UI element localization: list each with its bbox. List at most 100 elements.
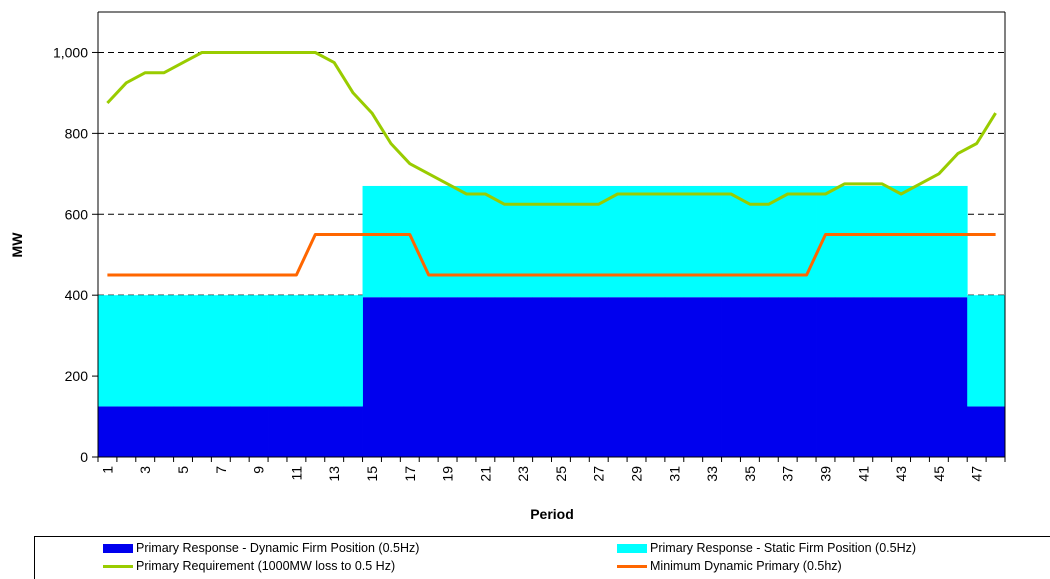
x-tick-label-7: 7 xyxy=(213,466,229,474)
bar-static-22 xyxy=(494,185,515,298)
bar-static-46 xyxy=(948,185,968,298)
series-static-firm xyxy=(98,185,1006,407)
bar-static-35 xyxy=(740,185,760,298)
x-tick-label-37: 37 xyxy=(780,466,796,482)
bar-static-23 xyxy=(513,185,534,298)
bar-dynamic-45 xyxy=(929,297,949,457)
bar-dynamic-16 xyxy=(381,297,401,457)
bar-dynamic-14 xyxy=(343,406,363,457)
bar-dynamic-31 xyxy=(664,297,685,457)
bar-static-6 xyxy=(192,295,212,407)
legend-item-dynamic: Primary Response - Dynamic Firm Position… xyxy=(103,541,419,555)
bar-dynamic-11 xyxy=(286,406,307,457)
bar-static-14 xyxy=(343,295,363,407)
bar-static-27 xyxy=(589,185,609,298)
legend-label-requirement: Primary Requirement (1000MW loss to 0.5 … xyxy=(136,559,396,573)
bar-dynamic-41 xyxy=(853,297,874,457)
x-tick-label-45: 45 xyxy=(931,466,947,482)
x-tick-label-47: 47 xyxy=(969,466,985,482)
bar-static-37 xyxy=(778,185,798,298)
bar-static-44 xyxy=(910,185,930,298)
x-tick-label-3: 3 xyxy=(137,466,153,474)
legend-swatch-dynamic xyxy=(103,543,133,553)
bar-dynamic-13 xyxy=(324,406,345,457)
bar-dynamic-8 xyxy=(230,406,250,457)
bar-static-10 xyxy=(268,295,288,407)
bar-dynamic-5 xyxy=(173,406,193,457)
bar-dynamic-38 xyxy=(797,297,817,457)
bar-dynamic-48 xyxy=(986,406,1006,457)
bar-dynamic-3 xyxy=(135,406,156,457)
x-tick-label-39: 39 xyxy=(818,466,834,482)
bar-dynamic-2 xyxy=(116,406,137,457)
bar-static-26 xyxy=(570,185,590,298)
y-tick-label-0: 0 xyxy=(80,449,88,465)
bar-static-47 xyxy=(967,295,987,407)
x-tick-label-9: 9 xyxy=(251,466,267,474)
y-axis-title: MW xyxy=(9,232,25,258)
bar-dynamic-12 xyxy=(305,406,326,457)
bar-static-33 xyxy=(702,185,722,298)
bar-static-12 xyxy=(305,295,326,407)
y-tick-label-800: 800 xyxy=(65,125,89,141)
bar-static-43 xyxy=(891,185,911,298)
bar-dynamic-30 xyxy=(645,297,666,457)
bar-dynamic-33 xyxy=(702,297,722,457)
x-tick-label-31: 31 xyxy=(666,466,682,482)
bar-dynamic-29 xyxy=(627,297,647,457)
x-tick-label-11: 11 xyxy=(288,466,304,481)
y-tick-label-400: 400 xyxy=(65,287,89,303)
bar-dynamic-9 xyxy=(249,406,269,457)
bar-static-21 xyxy=(475,185,496,298)
bar-static-18 xyxy=(419,185,439,298)
legend-swatch-min-dynamic xyxy=(617,564,647,568)
x-tick-label-23: 23 xyxy=(515,466,531,482)
bar-static-20 xyxy=(457,185,477,298)
bar-dynamic-26 xyxy=(570,297,590,457)
legend-swatch-requirement xyxy=(103,564,133,568)
x-tick-label-41: 41 xyxy=(855,466,871,482)
bar-static-1 xyxy=(98,295,118,407)
bar-static-4 xyxy=(154,295,174,407)
legend-swatch-static xyxy=(617,543,647,553)
bar-dynamic-22 xyxy=(494,297,515,457)
bar-dynamic-17 xyxy=(400,297,420,457)
x-tick-label-19: 19 xyxy=(440,466,456,482)
bar-dynamic-44 xyxy=(910,297,930,457)
bar-static-24 xyxy=(532,185,552,298)
bar-static-8 xyxy=(230,295,250,407)
bar-static-39 xyxy=(816,185,836,298)
bar-dynamic-7 xyxy=(211,406,231,457)
bar-dynamic-23 xyxy=(513,297,534,457)
y-tick-label-200: 200 xyxy=(65,368,89,384)
bar-static-45 xyxy=(929,185,949,298)
bar-dynamic-20 xyxy=(457,297,477,457)
bar-static-19 xyxy=(438,185,458,298)
bar-static-41 xyxy=(853,185,874,298)
bar-dynamic-6 xyxy=(192,406,212,457)
bar-static-48 xyxy=(986,295,1006,407)
bar-static-9 xyxy=(249,295,269,407)
legend-label-min-dynamic: Minimum Dynamic Primary (0.5hz) xyxy=(650,559,842,573)
bar-dynamic-27 xyxy=(589,297,609,457)
x-tick-label-35: 35 xyxy=(742,466,758,482)
x-tick-label-17: 17 xyxy=(402,466,418,482)
bar-static-7 xyxy=(211,295,231,407)
y-tick-label-1000: 1,000 xyxy=(53,44,88,60)
x-tick-label-43: 43 xyxy=(893,466,909,482)
bar-dynamic-1 xyxy=(98,406,118,457)
bar-dynamic-18 xyxy=(419,297,439,457)
x-tick-label-5: 5 xyxy=(175,466,191,474)
x-tick-label-13: 13 xyxy=(326,466,342,482)
bar-static-28 xyxy=(608,185,628,298)
bar-dynamic-42 xyxy=(872,297,893,457)
bar-dynamic-36 xyxy=(759,297,779,457)
bar-static-32 xyxy=(683,185,704,298)
line-series xyxy=(106,51,997,277)
bar-dynamic-21 xyxy=(475,297,496,457)
x-tick-label-15: 15 xyxy=(364,466,380,482)
legend-item-requirement: Primary Requirement (1000MW loss to 0.5 … xyxy=(103,559,395,573)
bar-static-2 xyxy=(116,295,137,407)
bar-static-3 xyxy=(135,295,156,407)
